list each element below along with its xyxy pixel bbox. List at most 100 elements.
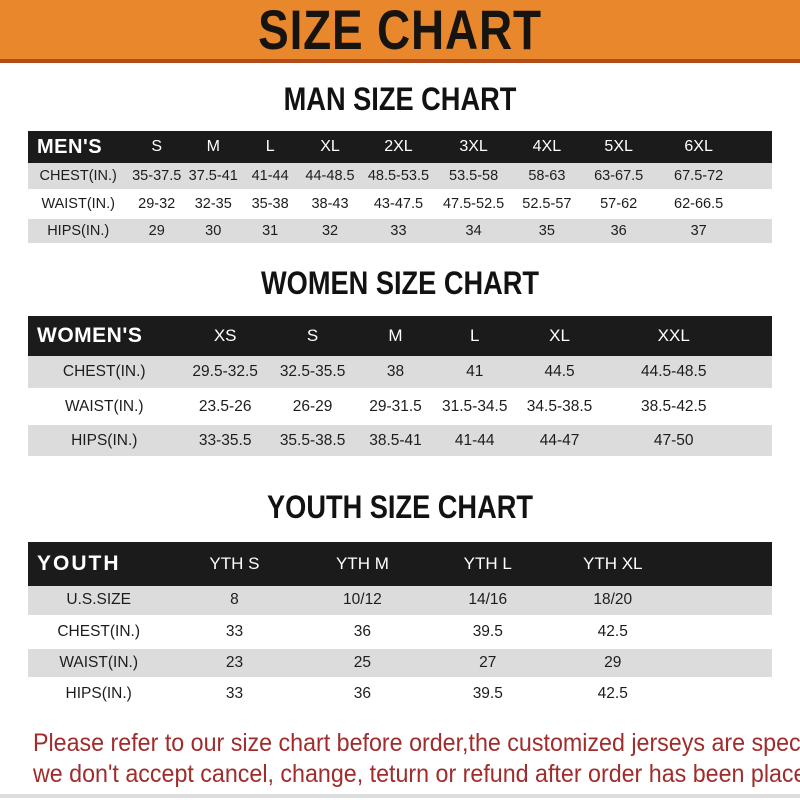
size-cell: 37 <box>690 222 707 239</box>
order-policy-note: Please refer to our size chart before or… <box>0 728 800 790</box>
men-row-label: HIPS(IN.) <box>47 222 110 239</box>
spacer-cell <box>742 131 772 163</box>
size-cell: 23.5-26 <box>198 397 252 415</box>
size-cell: 33 <box>225 623 244 641</box>
youth-row-label: U.S.SIZE <box>66 591 131 609</box>
youth-size-table: YOUTH YTH S YTH M YTH L YTH XL U.S.SIZE … <box>28 541 772 712</box>
spacer-cell <box>742 424 772 458</box>
women-header-row: WOMEN'S XS S M L XL XXL <box>28 315 772 356</box>
youth-header-row: YOUTH YTH S YTH M YTH L YTH XL <box>28 541 772 586</box>
size-cell: 44.5-48.5 <box>640 363 707 381</box>
size-cell: 52.5-57 <box>522 195 572 212</box>
size-cell: 39.5 <box>472 685 503 703</box>
size-cell: 29-31.5 <box>369 397 422 415</box>
spacer-cell <box>742 390 772 424</box>
policy-line-1: Please refer to our size chart before or… <box>33 729 800 758</box>
youth-row-label: WAIST(IN.) <box>59 654 138 672</box>
size-cell: 34.5-38.5 <box>526 397 593 415</box>
men-table-wrap: MEN'S S M L XL 2XL 3XL 4XL 5XL 6XL CHEST… <box>0 131 800 246</box>
size-cell: 34 <box>465 222 482 239</box>
table-row: HIPS(IN.) 33 36 39.5 42.5 <box>28 678 772 710</box>
table-row: HIPS(IN.) 29 30 31 32 33 34 35 36 37 <box>28 217 772 245</box>
size-cell: 58-63 <box>528 167 566 184</box>
women-row-label: CHEST(IN.) <box>62 363 146 381</box>
size-cell: 43-47.5 <box>373 195 424 212</box>
table-row: CHEST(IN.) 33 36 39.5 42.5 <box>28 616 772 648</box>
spacer-cell <box>742 356 772 390</box>
spacer-cell <box>675 617 772 648</box>
size-cell: 38 <box>386 363 405 381</box>
size-cell: 48.5-53.5 <box>367 167 430 184</box>
table-row: WAIST(IN.) 29-32 32-35 35-38 38-43 43-47… <box>28 190 772 218</box>
size-cell: 10/12 <box>343 591 382 609</box>
size-cell: 38.5-41 <box>369 431 422 449</box>
table-row: U.S.SIZE 8 10/12 14/16 18/20 <box>28 585 772 617</box>
table-row: CHEST(IN.) 29.5-32.5 32.5-35.5 38 41 44.… <box>28 355 772 390</box>
table-row: HIPS(IN.) 33-35.5 35.5-38.5 38.5-41 41-4… <box>28 423 772 458</box>
women-row-label: HIPS(IN.) <box>71 431 138 449</box>
size-cell: 32.5-35.5 <box>279 363 346 381</box>
size-cell: 37.5-41 <box>188 167 238 184</box>
spacer-cell <box>742 163 772 190</box>
size-cell: 35-38 <box>251 195 289 212</box>
spacer-cell <box>675 679 772 710</box>
size-cell: 18/20 <box>593 591 633 609</box>
women-col-header: XL <box>549 325 570 345</box>
spacer-cell <box>675 648 772 679</box>
size-cell: 44-47 <box>539 431 580 449</box>
table-row: WAIST(IN.) 23 25 27 29 <box>28 647 772 679</box>
men-col-header: XL <box>320 138 340 156</box>
youth-section-heading: YOUTH SIZE CHART <box>267 489 533 526</box>
youth-row-label: CHEST(IN.) <box>57 623 141 641</box>
spacer-cell <box>675 586 772 617</box>
size-cell: 23 <box>225 654 244 672</box>
men-col-header: M <box>206 138 220 156</box>
size-cell: 35 <box>538 222 555 239</box>
size-cell: 33 <box>225 685 244 703</box>
women-col-header: XS <box>213 325 237 345</box>
women-table-wrap: WOMEN'S XS S M L XL XXL CHEST(IN.) 29.5-… <box>0 315 800 460</box>
men-table-label: MEN'S <box>37 135 103 158</box>
youth-col-header: YTH L <box>463 553 512 573</box>
women-col-header: M <box>388 325 403 345</box>
size-cell: 29 <box>604 654 622 672</box>
size-cell: 25 <box>353 654 372 672</box>
size-cell: 33 <box>390 222 407 239</box>
size-cell: 41-44 <box>251 167 289 184</box>
size-cell: 53.5-58 <box>449 167 499 184</box>
men-header-row: MEN'S S M L XL 2XL 3XL 4XL 5XL 6XL <box>28 131 772 164</box>
size-cell: 36 <box>610 222 627 239</box>
spacer-cell <box>742 316 772 356</box>
size-cell: 44-48.5 <box>305 167 355 184</box>
size-cell: 31 <box>262 222 279 239</box>
women-section-heading: WOMEN SIZE CHART <box>260 264 540 301</box>
size-cell: 63-67.5 <box>594 167 644 184</box>
table-row: WAIST(IN.) 23.5-26 26-29 29-31.5 31.5-34… <box>28 389 772 424</box>
size-cell: 31.5-34.5 <box>441 397 508 415</box>
size-cell: 42.5 <box>597 685 628 703</box>
youth-col-header: YTH M <box>335 553 389 573</box>
size-cell: 47-50 <box>653 431 694 449</box>
size-cell: 14/16 <box>468 591 508 609</box>
men-section-heading: MAN SIZE CHART <box>283 81 517 117</box>
title-banner: SIZE CHART <box>0 0 800 63</box>
page-title: SIZE CHART <box>258 0 542 61</box>
women-col-header: S <box>306 325 319 345</box>
size-cell: 47.5-52.5 <box>442 195 505 212</box>
bottom-divider <box>0 794 800 798</box>
youth-table-wrap: YOUTH YTH S YTH M YTH L YTH XL U.S.SIZE … <box>0 541 800 712</box>
men-col-header: S <box>151 138 163 156</box>
men-row-label: WAIST(IN.) <box>41 195 115 212</box>
size-cell: 38-43 <box>311 195 349 212</box>
spacer-cell <box>675 542 772 586</box>
size-cell: 32 <box>321 222 339 239</box>
size-cell: 36 <box>353 685 372 703</box>
size-cell: 41-44 <box>454 431 495 449</box>
size-cell: 39.5 <box>472 623 503 641</box>
men-col-header: L <box>265 138 275 156</box>
women-col-header: L <box>470 325 480 345</box>
size-cell: 35-37.5 <box>132 167 182 184</box>
size-cell: 41 <box>466 363 484 381</box>
size-cell: 42.5 <box>597 623 628 641</box>
size-cell: 57-62 <box>600 195 638 212</box>
